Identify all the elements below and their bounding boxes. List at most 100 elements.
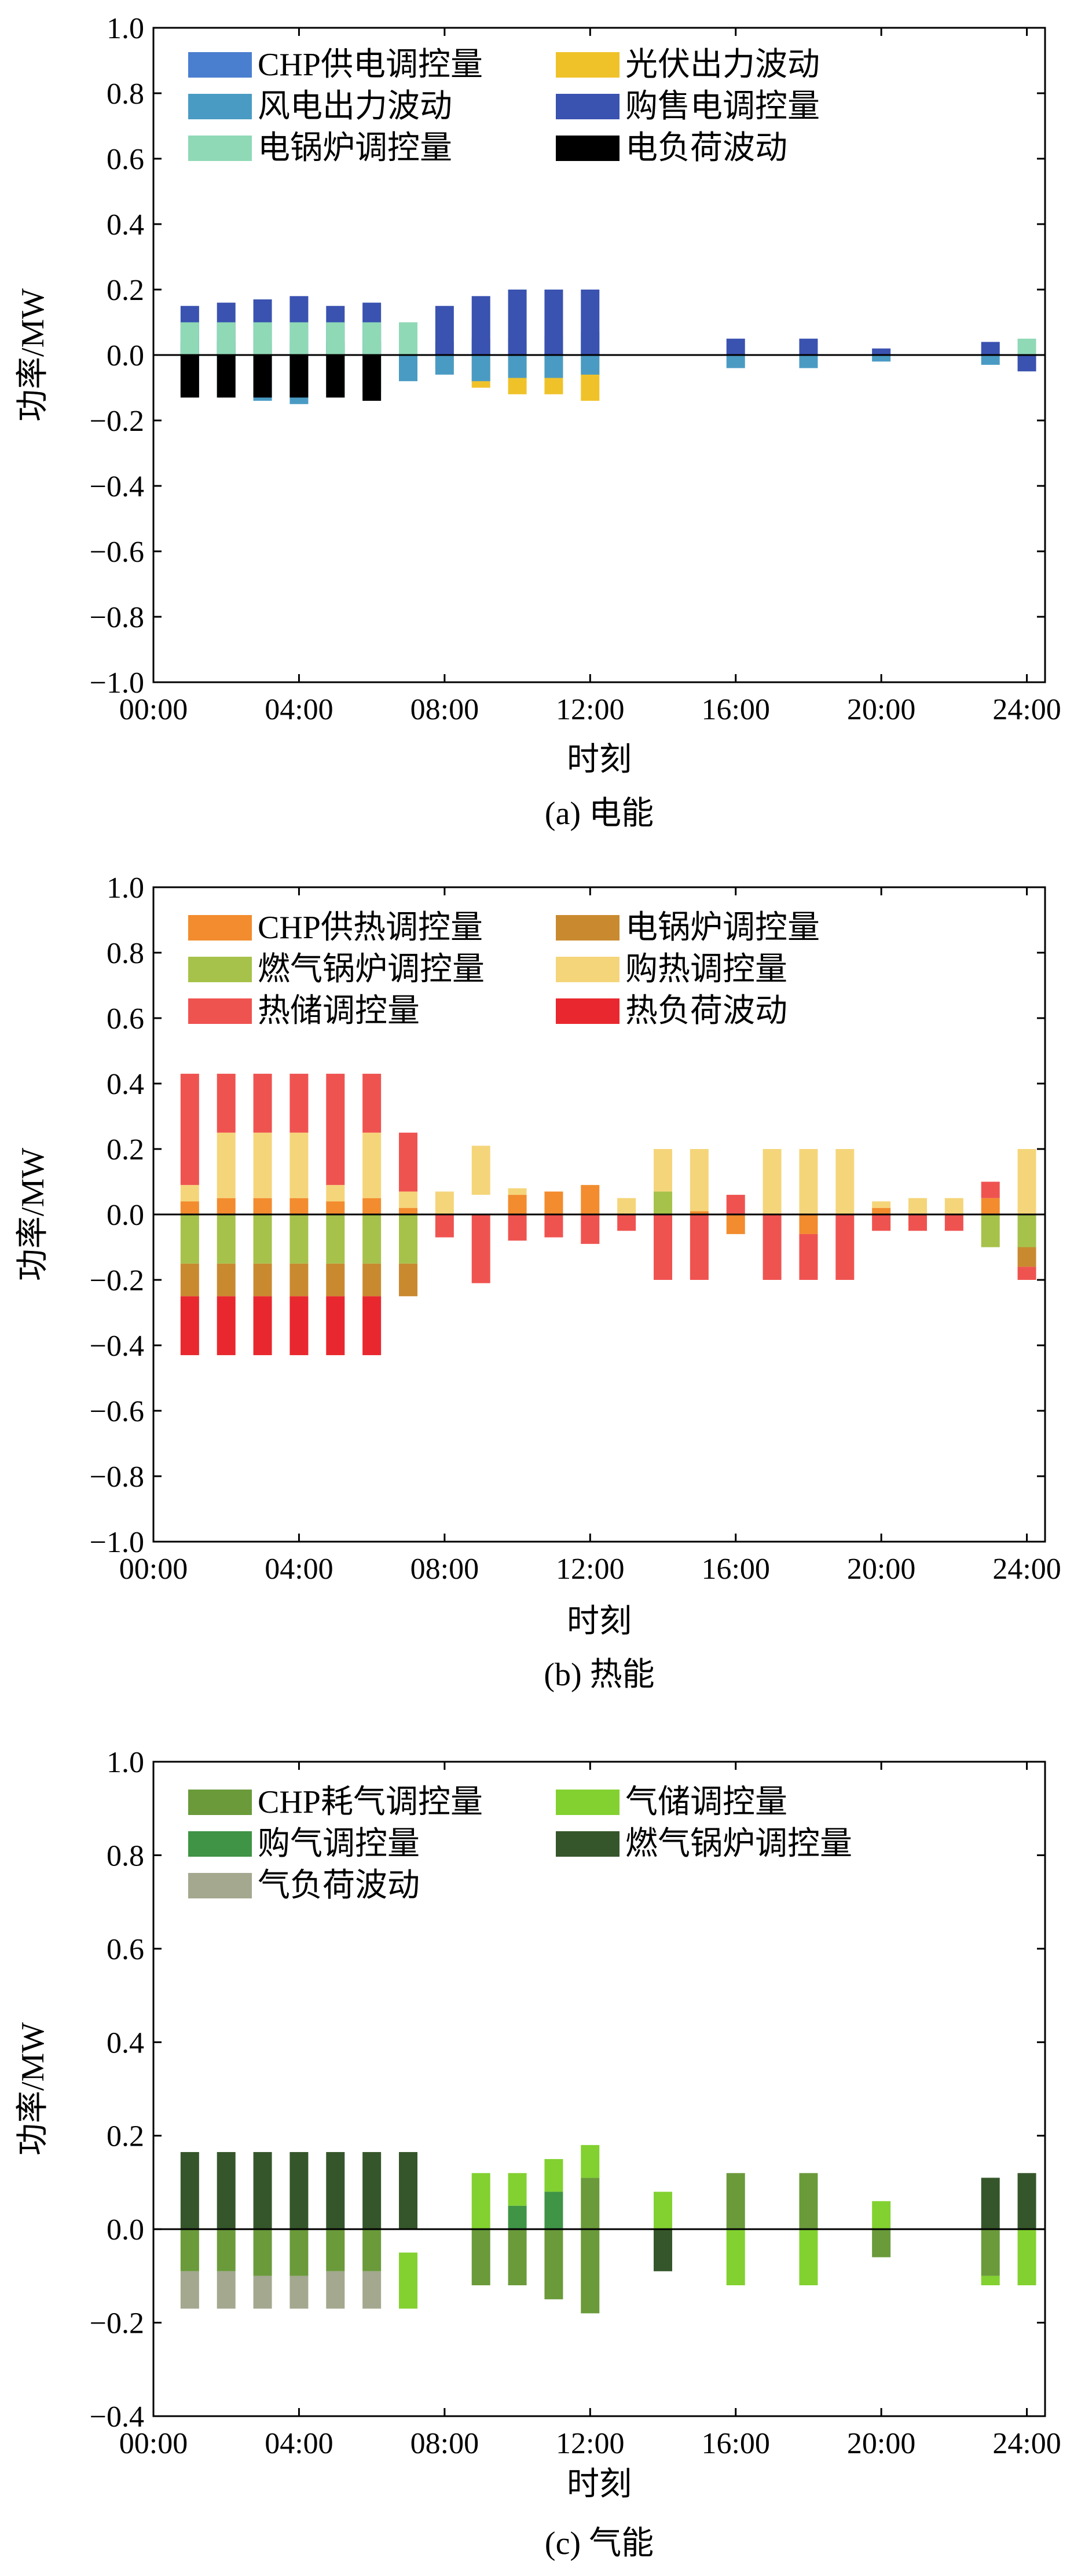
panel-caption: (a) 电能 (545, 796, 654, 832)
bar-1-3-1 (217, 1132, 236, 1198)
bar-2-3-1 (217, 2151, 236, 2230)
bar-2-3-2 (253, 2151, 272, 2230)
x-tick-label: 12:00 (556, 2427, 624, 2460)
bar-0-5-1 (217, 355, 236, 398)
legend-label: CHP供电调控量 (258, 47, 483, 83)
legend-label: 燃气锅炉调控量 (258, 952, 485, 987)
bar-2-0-12 (799, 2173, 818, 2230)
y-tick-label: 1.0 (107, 1746, 144, 1779)
x-tick-label: 00:00 (119, 2427, 188, 2460)
panel-caption: (b) 热能 (544, 1657, 654, 1693)
bar-1-0-4 (326, 1201, 345, 1214)
y-tick-label: 0.2 (107, 1133, 144, 1166)
bar-1-3-7 (435, 1191, 454, 1214)
bar-2-0-4 (326, 2229, 345, 2271)
bar-2-0-3 (289, 2229, 309, 2276)
bar-0-3-8 (471, 296, 490, 355)
bar-2-4-5 (362, 2271, 382, 2309)
bar-1-0-7 (508, 1195, 527, 1214)
x-tick-label: 08:00 (410, 693, 479, 726)
bar-1-2-4 (326, 1214, 345, 1264)
y-tick-label: 0.6 (107, 143, 144, 176)
bar-0-5-0 (180, 355, 199, 398)
y-tick-label: −0.2 (90, 405, 144, 438)
bar-1-4-10 (544, 1214, 563, 1238)
bar-1-1-3 (289, 1263, 309, 1297)
bar-2-3-5 (362, 2151, 382, 2230)
bar-1-0-14 (981, 1198, 1000, 1214)
bar-1-4-3 (289, 1074, 309, 1133)
y-tick-label: 0.6 (107, 1002, 144, 1035)
x-tick-label: 00:00 (119, 693, 188, 726)
bar-1-1-0 (180, 1263, 199, 1297)
legend-swatch (556, 915, 620, 941)
bar-1-1-7 (1017, 1247, 1036, 1267)
bar-2-0-10 (581, 2178, 600, 2230)
y-axis-title: 功率/MW (15, 2022, 51, 2156)
bar-1-2-0 (180, 1214, 199, 1264)
bar-2-4-0 (180, 2271, 199, 2309)
bar-2-3-3 (289, 2151, 309, 2230)
bar-2-2-0 (508, 2205, 527, 2230)
x-tick-label: 12:00 (556, 1553, 624, 1586)
bar-1-0-10 (690, 1211, 709, 1214)
x-tick-label: 08:00 (410, 2427, 479, 2460)
bar-1-3-12 (690, 1149, 709, 1212)
bar-1-2-2 (253, 1214, 272, 1264)
x-tick-label: 20:00 (847, 2427, 915, 2460)
bar-1-1-2 (253, 1263, 272, 1297)
bar-1-4-0 (180, 1074, 199, 1185)
y-tick-label: −0.2 (90, 2307, 144, 2340)
bar-2-2-1 (544, 2191, 563, 2230)
bar-0-3-16 (1017, 355, 1036, 372)
bar-1-0-13 (872, 1208, 891, 1214)
bar-1-2-8 (981, 1214, 1000, 1247)
bar-1-3-15 (835, 1149, 855, 1214)
legend-swatch (556, 1790, 620, 1815)
legend-swatch (188, 957, 252, 982)
bar-2-4-1 (217, 2271, 236, 2309)
legend-swatch (556, 94, 620, 119)
bar-2-1-10 (1017, 2229, 1036, 2285)
bar-2-3-4 (326, 2151, 345, 2230)
y-tick-label: 0.2 (107, 2120, 144, 2153)
y-tick-label: −0.4 (90, 470, 144, 503)
bar-1-4-11 (581, 1214, 600, 1244)
x-tick-label: 08:00 (410, 1553, 479, 1586)
bar-2-3-6 (399, 2151, 417, 2230)
bar-1-4-7 (435, 1214, 454, 1238)
bar-2-3-9 (1017, 2173, 1036, 2230)
bar-2-1-9 (981, 2275, 1000, 2285)
bar-2-0-13 (872, 2229, 891, 2257)
bar-0-3-15 (981, 342, 1000, 355)
legend-label: 电锅炉调控量 (258, 130, 452, 166)
bar-0-4-3 (289, 322, 309, 355)
bar-2-4-3 (289, 2275, 309, 2309)
legend-label: 电锅炉调控量 (625, 910, 820, 946)
y-tick-label: −0.8 (90, 601, 144, 634)
bar-2-0-14 (981, 2229, 1000, 2276)
bar-2-0-8 (544, 2229, 563, 2300)
y-axis-title: 功率/MW (15, 1148, 51, 1281)
bar-2-0-9 (581, 2229, 600, 2314)
bar-0-2-14 (872, 355, 891, 362)
bar-1-5-5 (362, 1296, 382, 1355)
bar-1-4-22 (981, 1181, 1000, 1198)
y-tick-label: 0.0 (107, 1199, 144, 1232)
legend-swatch (188, 1790, 252, 1815)
bar-1-4-5 (362, 1074, 382, 1133)
bar-0-5-3 (289, 355, 309, 398)
bar-1-3-19 (1017, 1149, 1036, 1214)
legend-label: 购售电调控量 (625, 89, 820, 125)
bar-1-0-2 (253, 1198, 272, 1214)
panel-caption: (c) 气能 (545, 2526, 654, 2562)
x-tick-label: 04:00 (265, 2427, 333, 2460)
legend-label: CHP耗气调控量 (258, 1784, 483, 1820)
bar-1-2-3 (289, 1214, 309, 1264)
bar-2-1-6 (726, 2229, 745, 2285)
y-tick-label: 0.4 (107, 208, 144, 241)
legend-swatch (188, 998, 252, 1024)
bar-2-4-2 (253, 2275, 272, 2309)
x-tick-label: 20:00 (847, 1553, 915, 1586)
bar-0-3-10 (544, 290, 563, 355)
